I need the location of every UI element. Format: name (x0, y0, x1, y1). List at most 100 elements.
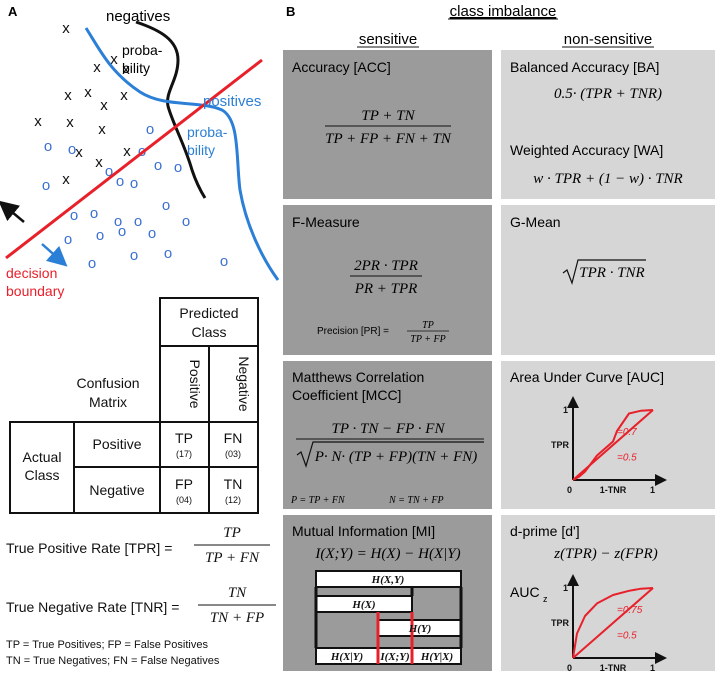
f-numerator: 2PR · TPR (354, 258, 418, 274)
x-tick-0: 0 (567, 663, 572, 673)
mi-label-hxgy: H(X|Y) (330, 651, 363, 663)
positive-direction-arrow (41, 243, 68, 267)
mi-diagram (314, 570, 463, 665)
negative-sample-marker: x (110, 51, 118, 68)
aucz-title: AUC (510, 584, 540, 600)
positive-sample-marker: o (105, 163, 113, 180)
positive-sample-marker: o (130, 175, 138, 192)
mi-title: Mutual Information [MI] (292, 523, 435, 539)
negative-sample-marker: x (34, 113, 42, 130)
wa-formula: w · TPR + (1 − w) · TNR (533, 171, 682, 187)
aucz-subscript: z (543, 594, 548, 604)
panel-b-letter: B (286, 4, 295, 19)
negative-probability-curve (135, 20, 207, 199)
fn-count: (03) (225, 449, 241, 459)
acc-denominator: TP + FP + FN + TN (325, 131, 452, 147)
positive-sample-marker: o (148, 225, 156, 242)
negative-sample-marker: x (93, 59, 101, 76)
x-tick-1: 1 (650, 663, 655, 673)
x-axis-label: 1-TNR (600, 663, 627, 673)
legend-line-2: TN = True Negatives; FN = False Negative… (6, 655, 220, 667)
confusion-label-2: Matrix (89, 394, 127, 410)
decision-label: decision (6, 265, 57, 281)
roc-curve (572, 587, 654, 659)
negative-direction-arrow (0, 200, 25, 223)
positive-sample-marker: o (44, 138, 52, 155)
x-axis-label: 1-TNR (600, 485, 627, 495)
negative-sample-marker: x (75, 144, 83, 161)
precision-label: Precision [PR] = (317, 326, 389, 337)
f-measure-title: F-Measure (292, 214, 360, 230)
dprime-box (501, 515, 715, 671)
tpr-numerator: TP (223, 525, 241, 541)
y-axis-label: TPR (551, 440, 570, 450)
confusion-label-1: Confusion (76, 375, 139, 391)
acc-numerator: TP + TN (361, 108, 415, 124)
negative-sample-marker: x (62, 20, 70, 37)
row-positive-label: Positive (92, 436, 141, 452)
row-negative-label: Negative (89, 482, 144, 498)
auc-chart: 0 1 1 1-TNR TPR =0.7 =0.5 (551, 396, 667, 495)
positive-sample-marker: o (162, 197, 170, 214)
roc-annotation: =0.75 (617, 605, 643, 616)
g-mean-title: G-Mean (510, 214, 561, 230)
positive-sample-marker: o (96, 227, 104, 244)
negative-sample-marker: x (122, 61, 130, 78)
positive-sample-marker: o (164, 245, 172, 262)
tnr-numerator: TN (228, 585, 247, 601)
positive-probability-label-2: bility (187, 142, 215, 158)
positive-sample-marker: o (64, 231, 72, 248)
positive-sample-marker: o (154, 157, 162, 174)
predicted-label-1: Predicted (179, 305, 238, 321)
positive-sample-marker: o (114, 213, 122, 230)
positive-sample-marker: o (134, 213, 142, 230)
col-positive-label: Positive (187, 359, 203, 408)
legend-line-1: TP = True Positives; FP = False Positive… (6, 639, 208, 651)
negative-sample-marker: x (98, 121, 106, 138)
predicted-label-2: Class (191, 324, 226, 340)
negative-probability-label-1: proba- (122, 42, 163, 58)
x-tick-0: 0 (567, 485, 572, 495)
positive-sample-marker: o (174, 159, 182, 176)
acc-box (283, 50, 492, 199)
f-denominator: PR + TPR (354, 281, 418, 297)
tn-label: TN (224, 476, 243, 492)
positives-label: positives (203, 93, 261, 110)
y-axis-label: TPR (551, 618, 570, 628)
actual-label-1: Actual (23, 449, 62, 465)
positive-probability-label-1: proba- (187, 124, 228, 140)
negative-probability-label-2: bility (122, 60, 150, 76)
panel-a-letter: A (8, 4, 18, 19)
fn-label: FN (224, 430, 243, 446)
positive-probability-curve (84, 27, 280, 281)
mcc-title-1: Matthews Correlation (292, 369, 424, 385)
roc-annotation: =0.7 (617, 427, 637, 438)
mcc-box (283, 361, 492, 509)
ba-title: Balanced Accuracy [BA] (510, 59, 659, 75)
acc-title: Accuracy [ACC] (292, 59, 391, 75)
tpr-denominator: TP + FN (205, 550, 260, 566)
f-measure-box (283, 205, 492, 355)
tn-cell (208, 466, 259, 514)
hxy-bar (315, 570, 462, 588)
mi-formula: I(X;Y) = H(X) − H(X|Y) (314, 546, 460, 562)
mcc-denominator: P· N· (TP + FP)(TN + FN) (314, 449, 477, 465)
fp-label: FP (175, 476, 193, 492)
ba-formula: 0.5· (TPR + TNR) (554, 86, 662, 102)
positive-sample-marker: o (116, 173, 124, 190)
aucz-chart: 0 1 1 1-TNR TPR =0.75 =0.5 (551, 574, 667, 673)
chance-line (572, 587, 654, 659)
sqrt-symbol (562, 259, 646, 285)
roc-curve (572, 409, 654, 481)
negative-sample-marker: x (100, 97, 108, 114)
mcc-p-definition: P = TP + FN (290, 495, 346, 506)
negative-sample-marker: x (84, 84, 92, 101)
tnr-label: True Negative Rate [TNR] = (6, 599, 179, 615)
dprime-title: d-prime [d'] (510, 523, 580, 539)
chance-line (572, 409, 654, 481)
mi-label-hx: H(X) (351, 599, 375, 611)
positive-sample-marker: o (220, 253, 228, 270)
mi-box (283, 515, 492, 671)
confusion-matrix (9, 297, 259, 514)
